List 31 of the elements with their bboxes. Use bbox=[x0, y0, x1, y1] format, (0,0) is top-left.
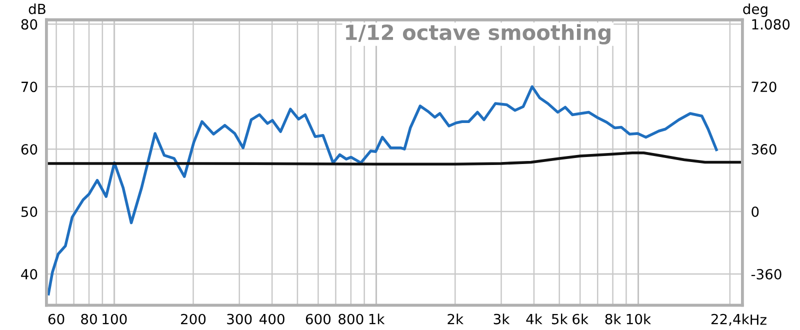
x-tick-label: 100 bbox=[102, 314, 127, 324]
x-tick-label: 2k bbox=[448, 314, 464, 324]
x-tick-label: 5k bbox=[552, 314, 568, 324]
y-tick-label: 80 bbox=[21, 19, 38, 30]
x-tick-label: 200 bbox=[180, 314, 206, 324]
x-tick-label: 300 bbox=[227, 314, 252, 324]
x-tick-label: 22,4k bbox=[711, 314, 750, 326]
y2-tick-label: 360 bbox=[752, 144, 776, 155]
x-tick-label: 600 bbox=[306, 314, 331, 324]
x-tick-label: 10k bbox=[626, 314, 651, 324]
x-tick-label: 400 bbox=[259, 314, 284, 324]
y-tick-label: 50 bbox=[21, 206, 38, 218]
x-tick-label: 1k bbox=[369, 314, 385, 324]
y2-axis-title: deg bbox=[743, 4, 768, 17]
y2-tick-label: 720 bbox=[752, 82, 776, 92]
y-tick-label: 40 bbox=[21, 268, 38, 280]
y2-tick-label: -360 bbox=[751, 268, 782, 280]
chart-title: 1/12 octave smoothing bbox=[346, 24, 610, 44]
x-tick-label: 80 bbox=[81, 314, 97, 324]
x-axis-title: Hz bbox=[750, 314, 766, 325]
y-tick-label: 70 bbox=[22, 82, 38, 92]
x-tick-label: 800 bbox=[338, 314, 364, 324]
y2-tick-label: 1.080 bbox=[752, 19, 790, 30]
x-tick-label: 8k bbox=[605, 314, 622, 324]
x-tick-label: 6k bbox=[572, 314, 588, 324]
y-axis-title: dB bbox=[28, 4, 46, 14]
x-tick-label: 4k bbox=[526, 314, 542, 324]
y2-tick-label: 0 bbox=[752, 206, 759, 218]
x-tick-label: 3k bbox=[494, 314, 510, 324]
x-tick-label: 60 bbox=[48, 314, 64, 324]
y-tick-label: 60 bbox=[21, 144, 38, 155]
